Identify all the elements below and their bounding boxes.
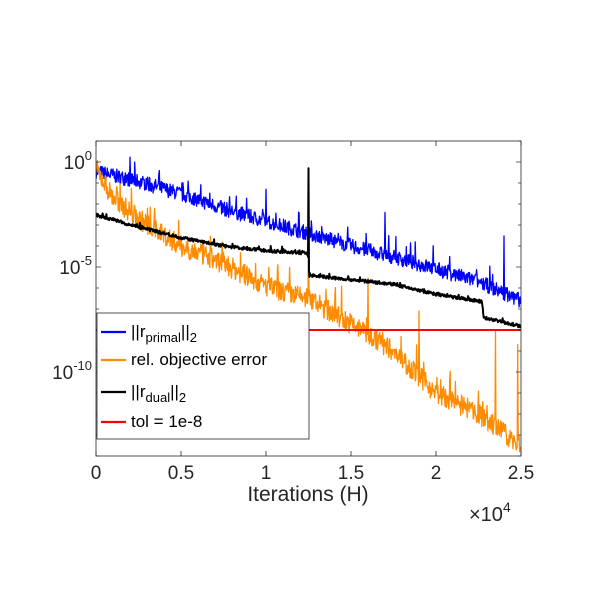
legend-label-sub: dual — [146, 390, 171, 405]
y-tick-label: 10-5 — [59, 253, 92, 279]
y-tick-label: 100 — [64, 148, 92, 174]
x-axis-label: Iterations (H) — [247, 483, 368, 506]
legend-label-sub2: 2 — [190, 330, 197, 345]
legend-label-post: || — [170, 382, 179, 401]
x-tick-label: 1 — [261, 463, 272, 484]
y-tick-exponent: 0 — [85, 148, 92, 163]
y-tick-exponent: -5 — [80, 253, 92, 268]
y-tick-base: 10 — [64, 153, 85, 174]
legend-label: ||rdual||2 — [131, 382, 186, 405]
legend-box — [96, 312, 310, 440]
legend-label: tol = 1e-8 — [131, 412, 202, 431]
legend-label: rel. objective error — [131, 350, 267, 369]
x-exponent-power: 4 — [503, 499, 511, 515]
plot-frame — [95, 140, 522, 457]
legend-label-pre: rel. objective error — [131, 350, 267, 369]
x-tick-label: 0.5 — [168, 463, 194, 484]
legend-label-pre: ||r — [131, 322, 146, 341]
x-axis-ticks: 0 0.5 1 1.5 2 2.5 — [91, 141, 534, 484]
x-tick-label: 2.5 — [508, 463, 534, 484]
legend-label-post: || — [181, 322, 190, 341]
legend-label-pre: ||r — [131, 382, 146, 401]
legend-label-pre: tol = 1e-8 — [131, 412, 202, 431]
x-exponent-base: ×10 — [469, 504, 503, 526]
legend-label-sub: primal — [146, 330, 182, 345]
y-tick-base: 10 — [59, 258, 80, 279]
x-tick-label: 2 — [431, 463, 442, 484]
x-tick-label: 1.5 — [338, 463, 364, 484]
y-tick-base: 10 — [52, 363, 73, 384]
legend-label-sub2: 2 — [179, 390, 186, 405]
y-tick-exponent: -10 — [73, 358, 92, 373]
legend-label: ||rprimal||2 — [131, 322, 197, 345]
x-axis-exponent: ×104 — [469, 499, 511, 526]
y-tick-label: 10-10 — [52, 358, 92, 384]
x-tick-label: 0 — [91, 463, 102, 484]
series-line-2 — [96, 167, 521, 329]
